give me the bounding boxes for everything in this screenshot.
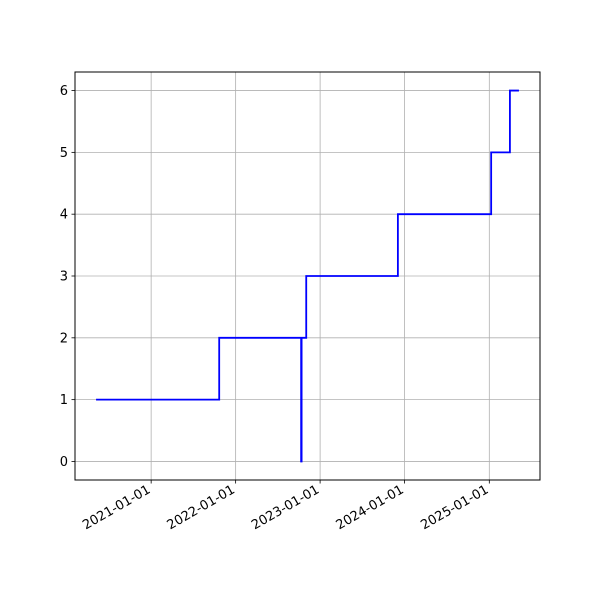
x-tick-label: 2023-01-01 <box>249 482 322 533</box>
y-tick-label: 1 <box>60 393 68 408</box>
y-tick-label: 0 <box>60 455 68 470</box>
y-tick-label: 2 <box>60 331 68 346</box>
x-tick-label: 2022-01-01 <box>165 482 238 533</box>
y-tick-label: 5 <box>60 146 68 161</box>
y-tick-label: 3 <box>60 270 68 285</box>
y-tick-label: 4 <box>60 208 68 223</box>
step-line <box>96 89 519 463</box>
x-tick-label: 2025-01-01 <box>418 482 491 533</box>
x-tick-label: 2024-01-01 <box>334 482 407 533</box>
y-tick-label: 6 <box>60 84 68 99</box>
x-tick-label: 2021-01-01 <box>80 482 153 533</box>
plot-frame <box>74 71 541 481</box>
